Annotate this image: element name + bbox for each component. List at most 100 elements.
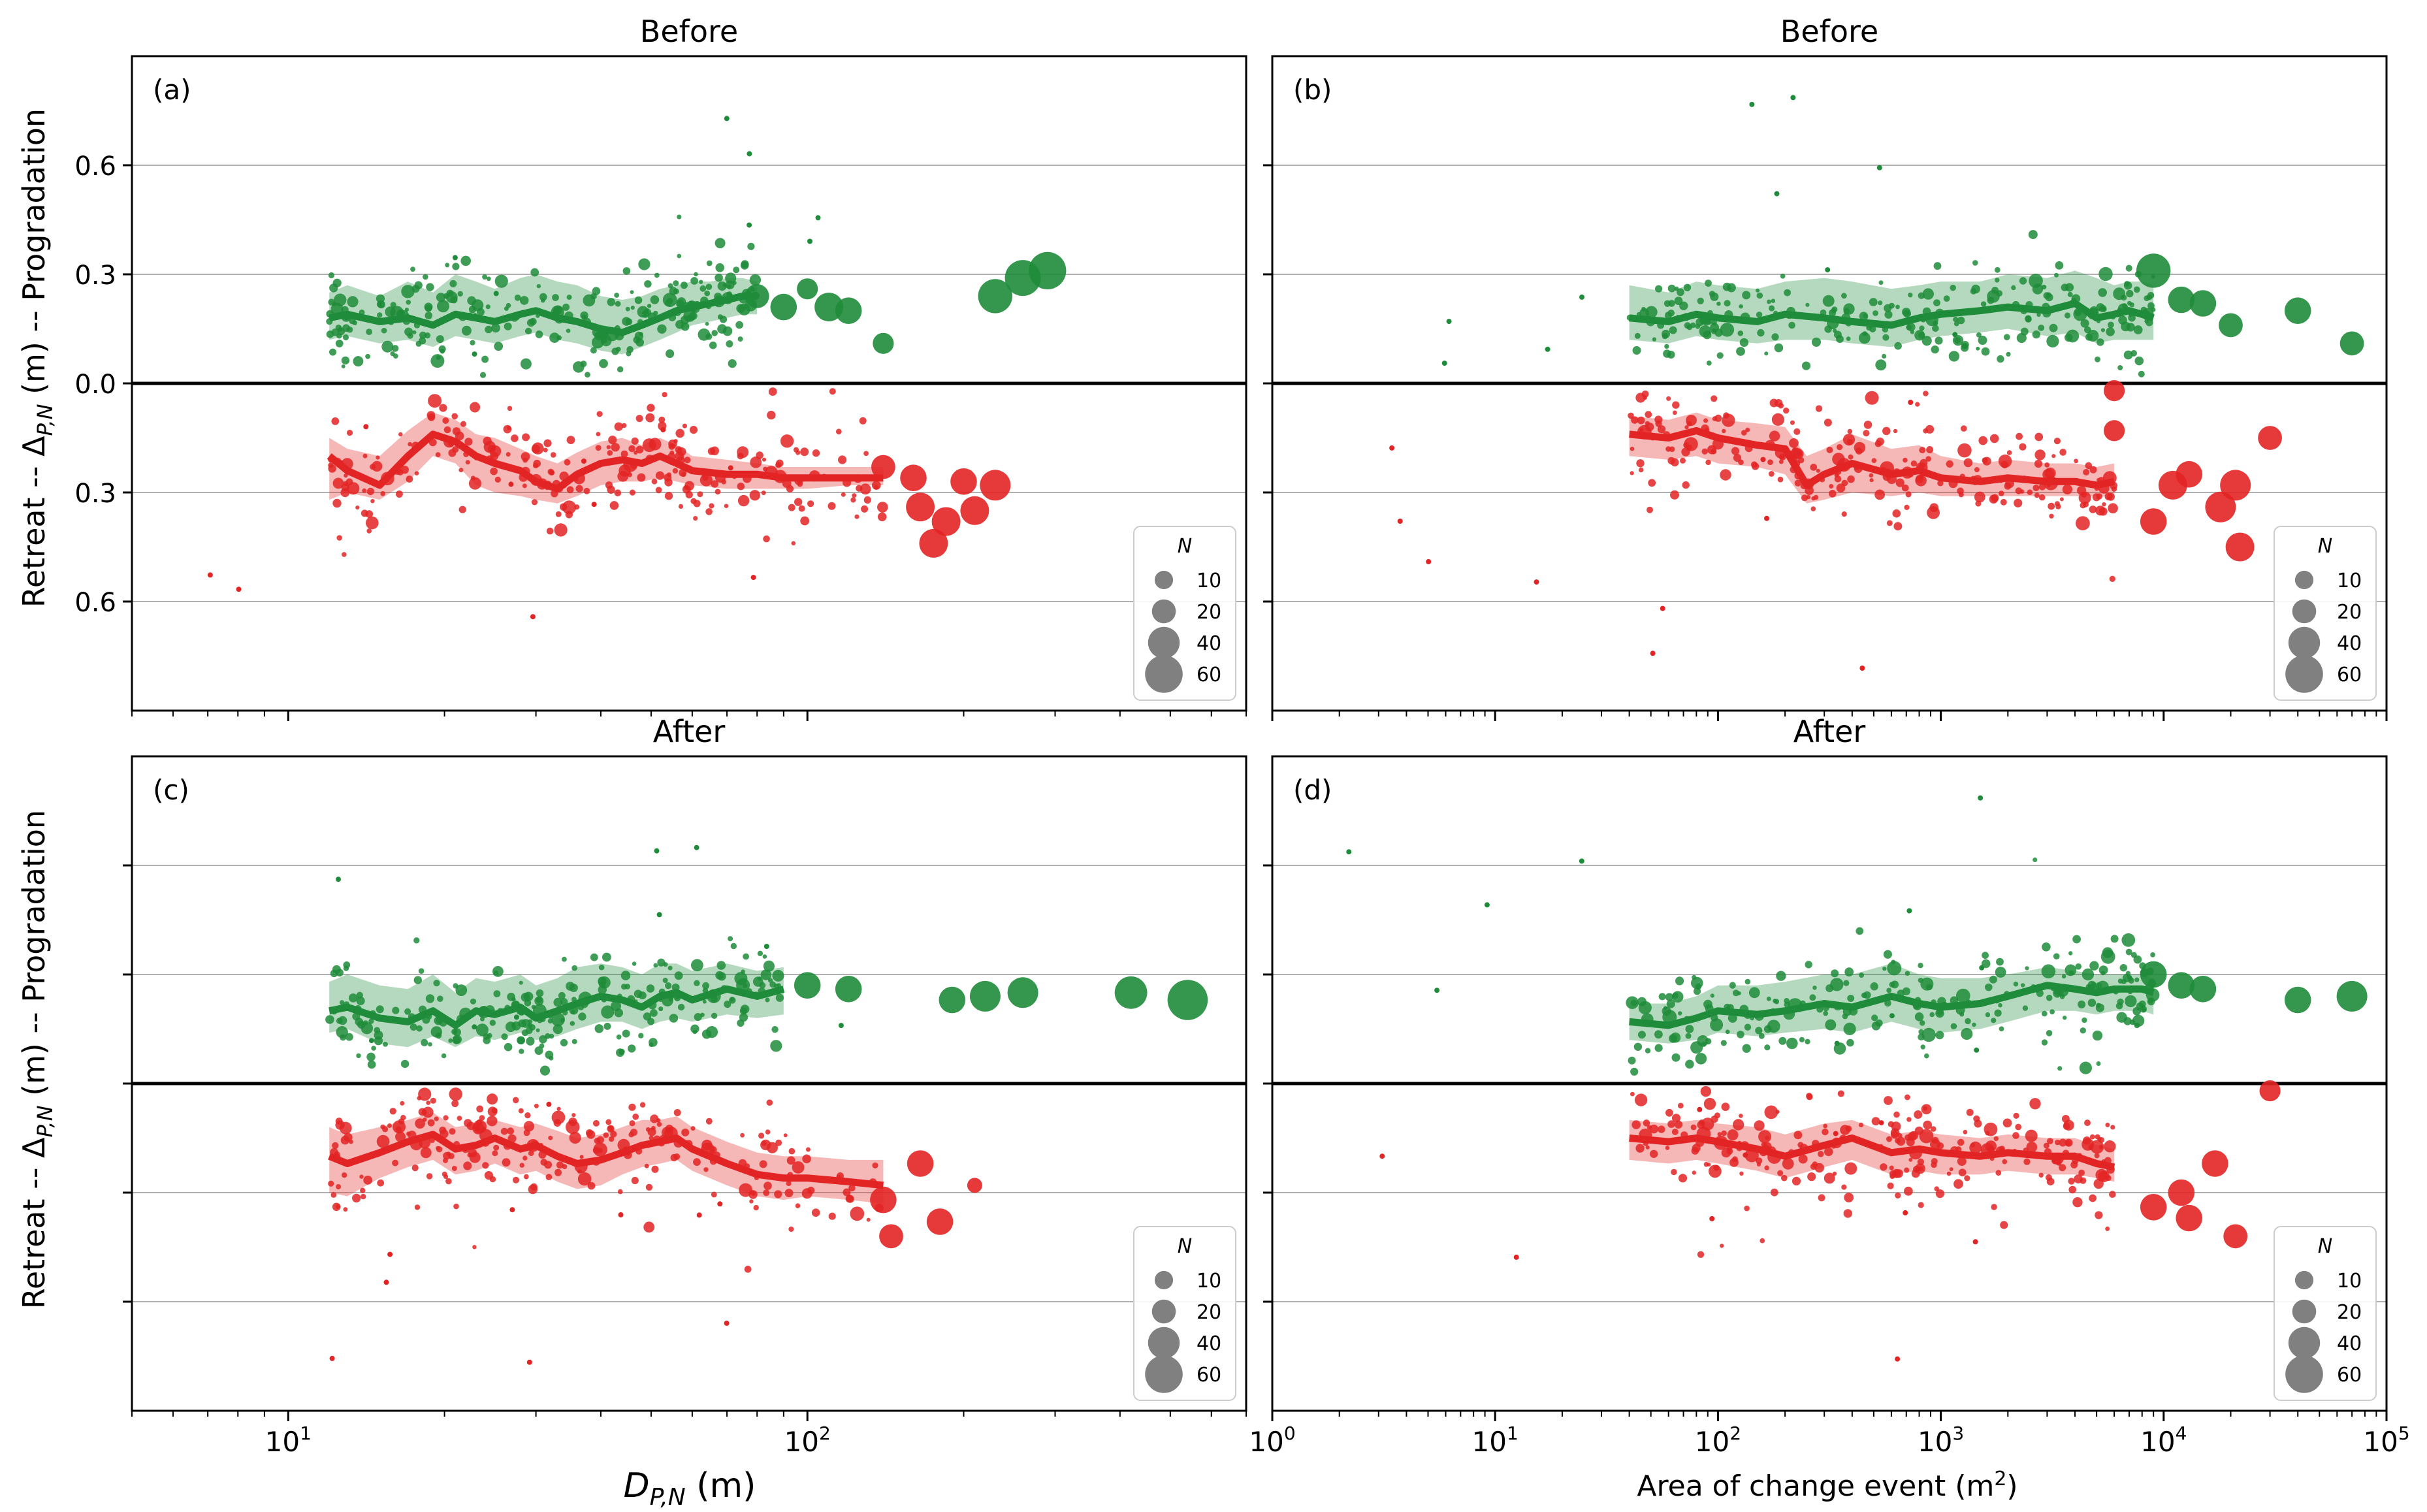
progradation-point [470,340,475,346]
retreat-point [672,468,679,474]
retreat-point [566,1119,580,1134]
progradation-point [1767,299,1771,304]
y-tick-label: 0.6 [74,588,116,618]
retreat-large-point [960,496,989,525]
progradation-point [1981,959,1991,969]
progradation-point [647,1018,655,1025]
retreat-point [807,500,814,507]
retreat-point [1765,1135,1769,1140]
x-tick-label: 102 [784,1423,831,1458]
retreat-point [788,1148,796,1155]
progradation-point [619,1048,625,1055]
progradation-point [526,1037,535,1046]
progradation-point [440,348,445,354]
progradation-point [1634,332,1641,339]
retreat-point [1863,421,1872,429]
progradation-point [413,976,422,984]
progradation-point [617,366,624,373]
retreat-point [711,480,718,488]
retreat-point [2094,1153,2100,1159]
progradation-point [665,982,672,989]
retreat-point [2068,1185,2076,1194]
retreat-point [630,1129,638,1136]
retreat-point [705,508,713,515]
progradation-point [615,300,621,307]
progradation-point [494,274,508,288]
progradation-point [430,1026,442,1038]
progradation-outlier [1825,267,1831,273]
progradation-large-point [1114,976,1148,1009]
retreat-point [2084,1119,2091,1127]
progradation-point [529,1024,536,1031]
retreat-point [430,1097,436,1104]
retreat-point [1686,421,1692,426]
retreat-point [795,1203,801,1208]
retreat-point [1991,494,1999,502]
progradation-point [1961,1027,1973,1040]
progradation-point [1980,301,1987,307]
retreat-point [579,1155,584,1159]
progradation-point [2095,356,2100,362]
retreat-point [2015,1123,2022,1131]
retreat-point [346,478,353,486]
retreat-point [784,1189,794,1198]
progradation-point [455,984,468,996]
progradation-point [694,272,698,277]
progradation-point [2032,330,2040,339]
retreat-point [1692,1144,1701,1153]
retreat-outlier [1389,445,1395,451]
retreat-point [673,1109,681,1116]
progradation-point [1771,298,1776,304]
progradation-point [2057,1066,2063,1071]
retreat-point [763,535,770,543]
retreat-point [684,457,691,464]
progradation-point [330,969,338,978]
retreat-point [1770,1188,1778,1197]
retreat-point [1915,402,1920,407]
retreat-point [1999,491,2004,496]
retreat-large-point [2258,426,2283,450]
legend-marker [2285,1355,2323,1393]
retreat-point [366,516,379,530]
progradation-point [519,296,529,305]
retreat-point [1801,494,1808,502]
retreat-point [2034,432,2044,442]
retreat-point [1865,391,1879,405]
retreat-point [678,504,684,509]
retreat-point [355,506,360,510]
retreat-point [2038,494,2046,501]
retreat-point [2062,484,2073,494]
progradation-outlier [654,848,660,854]
progradation-point [680,281,688,289]
retreat-point [1906,1117,1912,1122]
retreat-point [594,1137,601,1144]
retreat-point [522,433,530,442]
retreat-point [1905,1094,1910,1101]
progradation-outlier [747,151,752,157]
progradation-point [415,340,422,347]
progradation-large-point [2339,331,2364,356]
retreat-point [451,1100,459,1108]
progradation-point [553,997,563,1007]
progradation-point [667,965,673,971]
progradation-point [622,317,631,326]
retreat-point [465,460,470,465]
progradation-point [493,990,501,997]
retreat-point [655,487,662,494]
progradation-point [1981,347,1990,356]
progradation-point [329,348,336,356]
retreat-point [609,501,619,510]
retreat-point [1637,416,1645,425]
retreat-point [1914,1110,1923,1119]
retreat-point [487,1116,498,1127]
retreat-point [1844,1193,1854,1202]
retreat-point [415,1118,425,1129]
retreat-point [1677,1102,1684,1109]
retreat-point [1953,1179,1963,1189]
progradation-point [1918,1029,1924,1035]
retreat-point [1826,446,1833,453]
retreat-large-point [2140,1194,2167,1221]
progradation-point [1943,295,1950,302]
retreat-point [1707,1163,1711,1166]
progradation-point [2119,964,2127,972]
